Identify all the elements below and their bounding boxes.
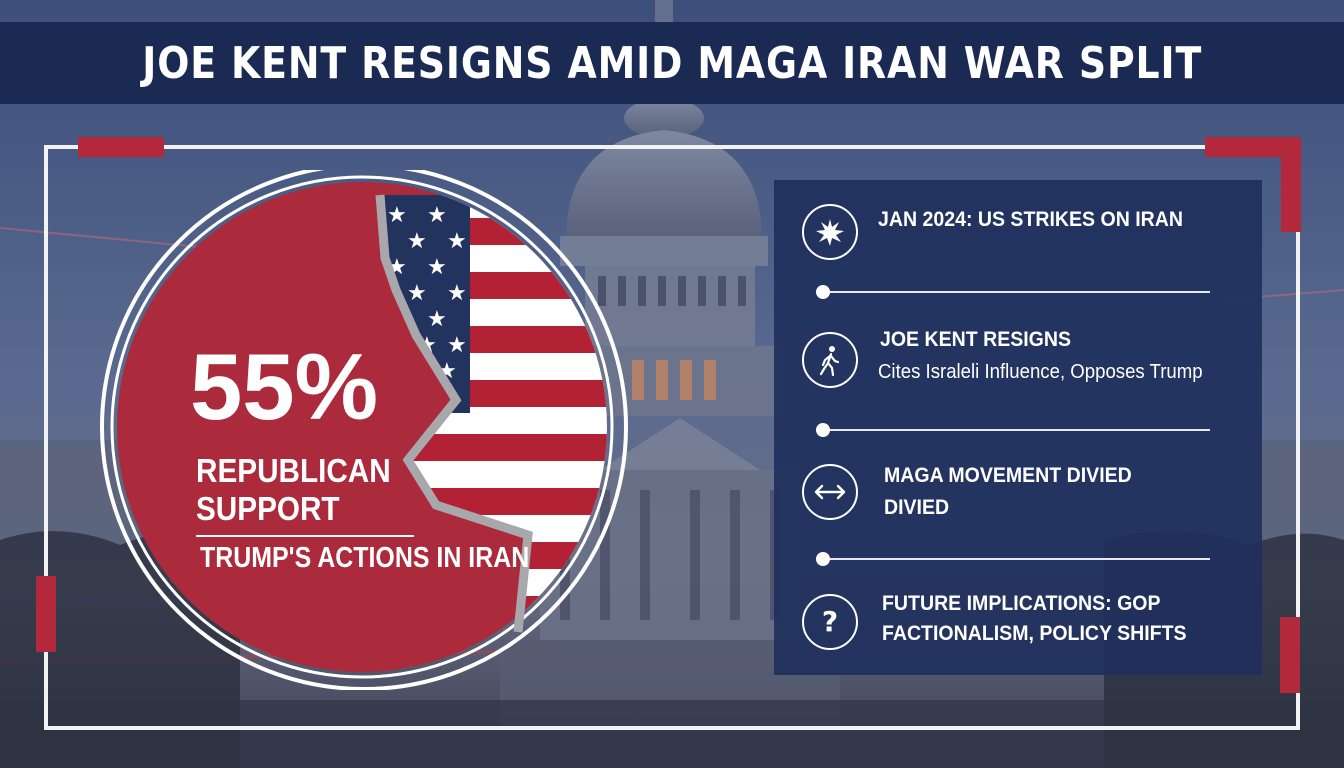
- timeline-panel: JAN 2024: US STRIKES ON IRAN JOE KENT RE…: [774, 180, 1262, 675]
- walking-person-icon: [802, 332, 858, 388]
- accent-top-right-vertical: [1281, 137, 1301, 232]
- inner-ring: [110, 175, 614, 679]
- outer-ring: [100, 170, 628, 690]
- title-banner: JOE KENT RESIGNS AMID MAGA IRAN WAR SPLI…: [0, 22, 1344, 104]
- support-pie-graphic: ★★ ★★ ★★ ★★ ★★ ★★ ★★: [100, 170, 628, 690]
- explosion-icon: [802, 204, 858, 260]
- question-mark-icon: ?: [802, 594, 858, 650]
- timeline-separator: [816, 552, 1210, 566]
- content-frame: [44, 145, 1300, 730]
- svg-text:★: ★: [427, 307, 447, 332]
- timeline-entry-title: FUTURE IMPLICATIONS: GOP: [882, 592, 1161, 615]
- timeline-entry-title: JAN 2024: US STRIKES ON IRAN: [878, 208, 1183, 231]
- support-percentage: 55%: [190, 334, 379, 439]
- timeline-entry-title: MAGA MOVEMENT DIVIED: [884, 464, 1132, 487]
- accent-top-left: [78, 137, 164, 157]
- svg-text:★: ★: [407, 281, 427, 306]
- page-title: JOE KENT RESIGNS AMID MAGA IRAN WAR SPLI…: [142, 37, 1202, 89]
- accent-left-vertical: [36, 576, 56, 652]
- svg-text:★: ★: [447, 229, 467, 254]
- accent-top-right-horizontal: [1205, 137, 1301, 157]
- timeline-entry-subtitle: Cites Israleli Influence, Opposes Trump: [878, 361, 1203, 383]
- timeline-entry-subtitle: DIVIED: [884, 496, 950, 519]
- svg-text:★: ★: [427, 255, 447, 280]
- timeline-entry-subtitle: FACTIONALISM, POLICY SHIFTS: [882, 622, 1187, 645]
- support-caption: TRUMP'S ACTIONS IN IRAN: [200, 542, 530, 574]
- accent-bottom-right-vertical: [1280, 617, 1300, 693]
- support-label-line2: SUPPORT: [196, 490, 340, 527]
- timeline-entry-title: JOE KENT RESIGNS: [880, 328, 1072, 351]
- svg-text:★: ★: [427, 203, 447, 228]
- svg-text:★: ★: [407, 229, 427, 254]
- support-label-line1: REPUBLICAN: [196, 452, 391, 489]
- svg-text:★: ★: [447, 281, 467, 306]
- double-arrow-icon: [802, 464, 858, 520]
- svg-text:★: ★: [387, 203, 407, 228]
- timeline-separator: [816, 285, 1210, 299]
- svg-text:★: ★: [447, 333, 467, 358]
- timeline-separator: [816, 423, 1210, 437]
- stat-divider: [196, 535, 414, 537]
- crack-line: [375, 194, 533, 633]
- support-label: REPUBLICAN SUPPORT: [196, 452, 394, 528]
